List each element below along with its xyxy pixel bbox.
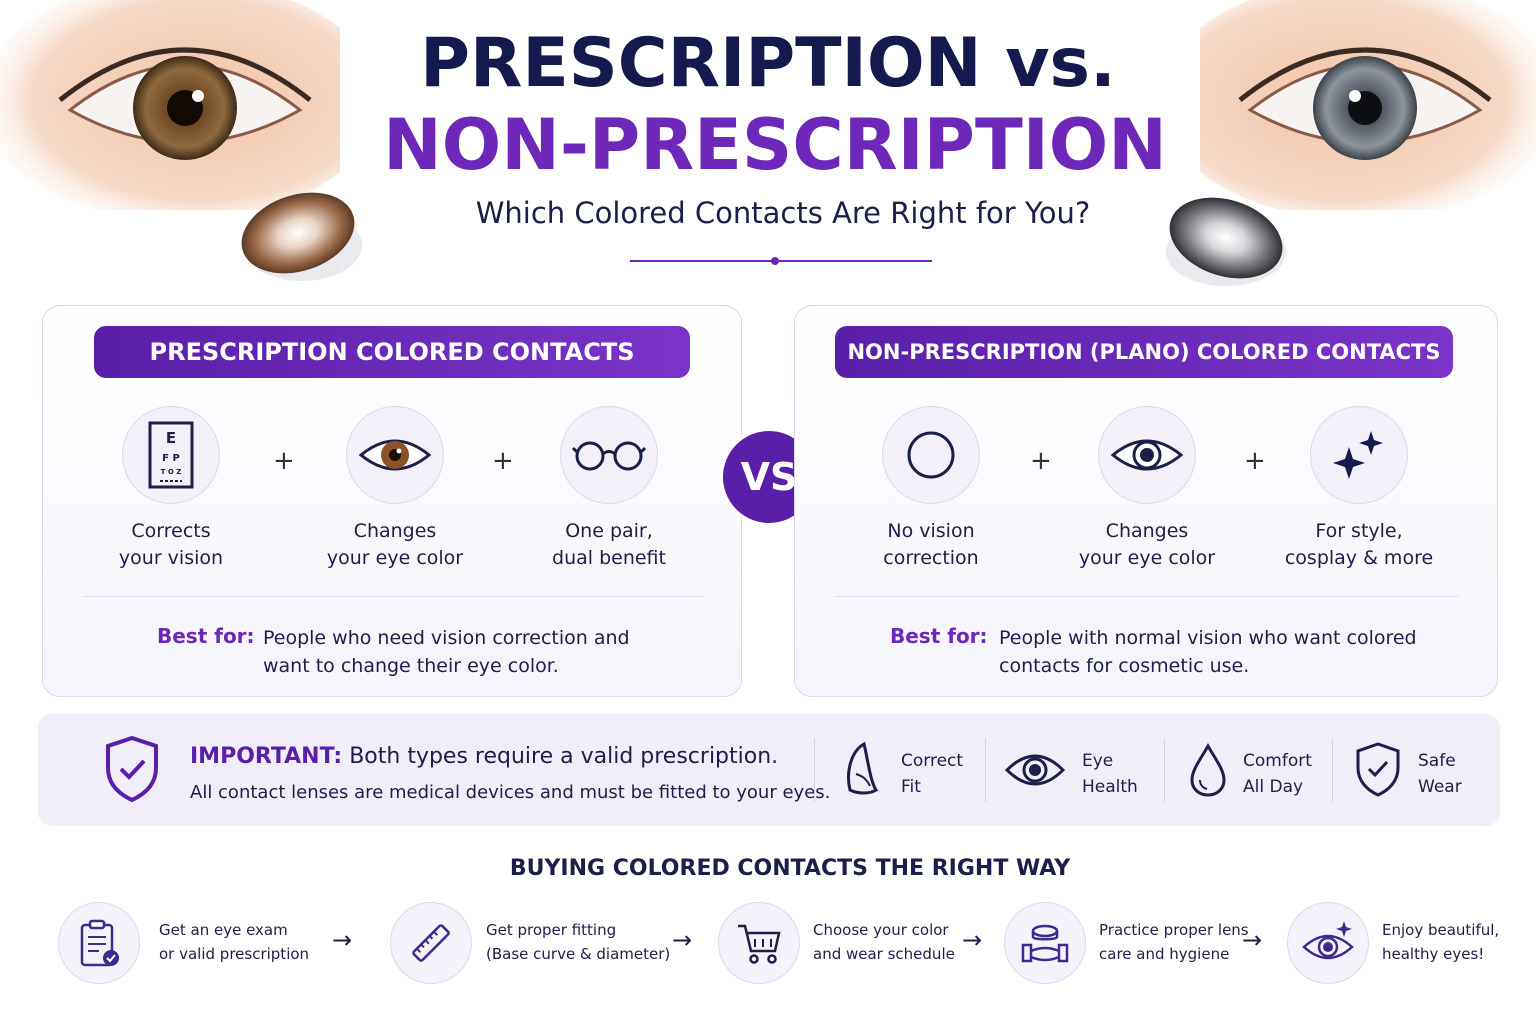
fit-label: Correct Fit xyxy=(901,751,964,797)
feature-label: For style, cosplay & more xyxy=(1284,520,1434,569)
svg-text:F P: F P xyxy=(162,453,180,464)
important-label: IMPORTANT: xyxy=(190,744,343,769)
non-prescription-panel: NON-PRESCRIPTION (PLANO) COLORED CONTACT… xyxy=(794,305,1498,697)
brown-eye-icon xyxy=(346,406,444,504)
panel-divider xyxy=(83,596,703,597)
eye-health-label: Eye Health xyxy=(1082,751,1138,797)
plus-sign: + xyxy=(492,446,514,476)
shield-check-icon xyxy=(1354,740,1402,802)
header-divider-dot xyxy=(771,257,779,265)
title-line-2: NON-PRESCRIPTION xyxy=(383,104,1167,186)
step-text: Get an eye exam or valid prescription xyxy=(159,921,310,963)
panel-divider xyxy=(835,596,1459,597)
non-prescription-header: NON-PRESCRIPTION (PLANO) COLORED CONTACT… xyxy=(835,326,1453,378)
best-for-label: Best for: xyxy=(890,624,988,648)
empty-circle-icon xyxy=(882,406,980,504)
feature-label: One pair, dual benefit xyxy=(552,520,666,569)
comfort-label: Comfort All Day xyxy=(1243,751,1312,797)
step-text: Enjoy beautiful, healthy eyes! xyxy=(1382,921,1500,963)
sparkles-icon xyxy=(1310,406,1408,504)
plus-sign: + xyxy=(1030,446,1052,476)
step-text: Choose your color and wear schedule xyxy=(813,921,955,963)
sparkle-eye-icon xyxy=(1287,902,1369,984)
divider xyxy=(1332,738,1333,802)
feature-label: No vision correction xyxy=(883,520,979,569)
header-divider xyxy=(630,260,932,262)
safe-wear-label: Safe Wear xyxy=(1418,751,1462,797)
feature-corrects-vision: E F P T O Z Corrects your vision xyxy=(71,406,271,572)
feature-dual-benefit: One pair, dual benefit xyxy=(509,406,709,572)
important-title: IMPORTANT: Both types require a valid pr… xyxy=(190,744,778,769)
clipboard-check-icon xyxy=(58,902,140,984)
svg-text:E: E xyxy=(166,429,176,447)
eye-health-icon xyxy=(1004,748,1066,796)
subtitle: Which Colored Contacts Are Right for You… xyxy=(475,196,1091,230)
important-headline: Both types require a valid prescription. xyxy=(349,744,779,769)
ruler-icon xyxy=(390,902,472,984)
feature-label: Corrects your vision xyxy=(118,520,224,569)
eye-chart-icon: E F P T O Z xyxy=(122,406,220,504)
gray-lens-image xyxy=(1160,190,1292,294)
divider xyxy=(985,738,986,802)
svg-text:T O Z: T O Z xyxy=(161,468,182,476)
step-text: Get proper fitting (Base curve & diamete… xyxy=(486,921,671,963)
lens-fit-icon xyxy=(840,740,882,802)
arrow-right-icon: → xyxy=(332,926,353,954)
eye-icon xyxy=(1098,406,1196,504)
feature-changes-color: Changes your eye color xyxy=(295,406,495,572)
best-for-label: Best for: xyxy=(157,624,255,648)
feature-style-cosplay: For style, cosplay & more xyxy=(1259,406,1459,572)
lens-case-icon xyxy=(1004,902,1086,984)
feature-label: Changes your eye color xyxy=(1078,520,1216,569)
arrow-right-icon: → xyxy=(1242,926,1263,954)
cart-icon xyxy=(718,902,800,984)
plus-sign: + xyxy=(1244,446,1266,476)
step-text: Practice proper lens care and hygiene xyxy=(1099,921,1249,963)
brown-lens-image xyxy=(232,185,364,289)
brown-eye-photo xyxy=(0,0,380,220)
shield-check-icon xyxy=(102,734,162,808)
title-line-1: PRESCRIPTION vs. xyxy=(420,24,1116,103)
feature-no-correction: No vision correction xyxy=(831,406,1031,572)
divider xyxy=(814,738,815,802)
important-subtitle: All contact lenses are medical devices a… xyxy=(190,782,831,803)
prescription-panel: PRESCRIPTION COLORED CONTACTS E F P T O … xyxy=(42,305,742,697)
feature-label: Changes your eye color xyxy=(326,520,464,569)
best-for-text: People who need vision correction and wa… xyxy=(263,627,630,677)
prescription-header: PRESCRIPTION COLORED CONTACTS xyxy=(94,326,690,378)
arrow-right-icon: → xyxy=(962,926,983,954)
best-for-text: People with normal vision who want color… xyxy=(999,627,1417,677)
divider xyxy=(1164,738,1165,802)
arrow-right-icon: → xyxy=(672,926,693,954)
feature-changes-color: Changes your eye color xyxy=(1047,406,1247,572)
glasses-icon xyxy=(560,406,658,504)
gray-eye-photo xyxy=(1160,0,1536,220)
important-banner: IMPORTANT: Both types require a valid pr… xyxy=(38,714,1500,826)
plus-sign: + xyxy=(273,446,295,476)
droplet-icon xyxy=(1188,742,1228,802)
steps-title: BUYING COLORED CONTACTS THE RIGHT WAY xyxy=(509,856,1071,881)
